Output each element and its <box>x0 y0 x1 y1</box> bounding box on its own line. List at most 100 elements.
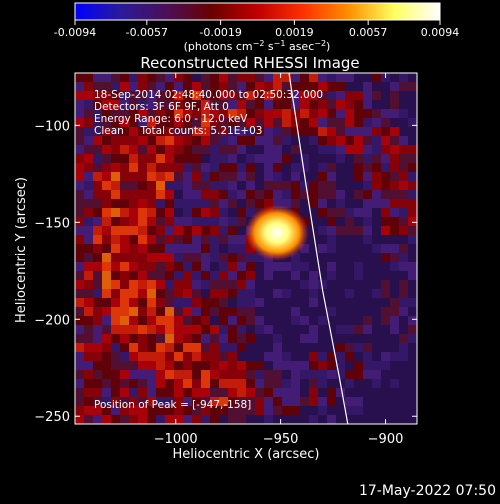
heatmap-cell <box>147 388 156 397</box>
heatmap-cell <box>264 343 273 352</box>
heatmap-cell <box>282 109 291 118</box>
heatmap-cell <box>183 262 192 271</box>
heatmap-cell <box>201 82 210 91</box>
heatmap-cell <box>237 109 246 118</box>
heatmap-cell <box>372 352 381 361</box>
heatmap-cell <box>165 235 174 244</box>
heatmap-cell <box>165 199 174 208</box>
heatmap-cell <box>372 298 381 307</box>
heatmap-cell <box>156 181 165 190</box>
heatmap-cell <box>84 109 93 118</box>
heatmap-cell <box>75 118 84 127</box>
heatmap-cell <box>399 82 408 91</box>
heatmap-cell <box>381 100 390 109</box>
heatmap-cell <box>300 388 309 397</box>
heatmap-cell <box>165 208 174 217</box>
heatmap-cell <box>318 82 327 91</box>
heatmap-cell <box>228 379 237 388</box>
heatmap-cell <box>291 289 300 298</box>
heatmap-cell <box>156 415 165 424</box>
heatmap-cell <box>264 316 273 325</box>
heatmap-cell <box>228 91 237 100</box>
heatmap-cell <box>201 118 210 127</box>
heatmap-cell <box>273 100 282 109</box>
heatmap-cell <box>174 298 183 307</box>
heatmap-cell <box>174 325 183 334</box>
heatmap-cell <box>354 325 363 334</box>
heatmap-cell <box>255 307 264 316</box>
heatmap-cell <box>102 298 111 307</box>
heatmap-cell <box>192 109 201 118</box>
heatmap-cell <box>147 244 156 253</box>
heatmap-cell <box>255 415 264 424</box>
heatmap-cell <box>408 145 417 154</box>
heatmap-cell <box>354 415 363 424</box>
heatmap-cell <box>327 406 336 415</box>
heatmap-cell <box>318 190 327 199</box>
heatmap-cell <box>363 145 372 154</box>
heatmap-cell <box>228 280 237 289</box>
heatmap-cell <box>246 73 255 82</box>
x-axis-ticks: −1000 −950 −900 <box>154 73 403 447</box>
heatmap-cell <box>129 127 138 136</box>
heatmap-cell <box>273 109 282 118</box>
heatmap-cell <box>246 253 255 262</box>
heatmap-cell <box>183 136 192 145</box>
heatmap-cell <box>174 253 183 262</box>
heatmap-cell <box>255 370 264 379</box>
heatmap-cell <box>210 352 219 361</box>
heatmap-cell <box>147 100 156 109</box>
heatmap-cell <box>273 343 282 352</box>
heatmap-cell <box>138 397 147 406</box>
heatmap-cell <box>165 244 174 253</box>
heatmap-cell <box>120 253 129 262</box>
heatmap-cell <box>372 199 381 208</box>
heatmap-cell <box>300 109 309 118</box>
heatmap-cell <box>102 388 111 397</box>
heatmap-cell <box>228 415 237 424</box>
solar-limb-line <box>288 73 349 424</box>
heatmap-cell <box>174 343 183 352</box>
heatmap-cell <box>138 208 147 217</box>
heatmap-cell <box>192 181 201 190</box>
heatmap-cell <box>246 172 255 181</box>
heatmap-cell <box>201 415 210 424</box>
heatmap-cell <box>246 406 255 415</box>
heatmap-cell <box>210 415 219 424</box>
heatmap-cell <box>93 415 102 424</box>
heatmap-cell <box>129 289 138 298</box>
heatmap-cell <box>183 244 192 253</box>
heatmap-cell <box>201 91 210 100</box>
heatmap-cell <box>282 172 291 181</box>
heatmap-cell <box>129 163 138 172</box>
heatmap-cell <box>183 82 192 91</box>
heatmap-cell <box>291 118 300 127</box>
heatmap-cell <box>192 91 201 100</box>
heatmap-cell <box>399 253 408 262</box>
heatmap-cell <box>318 379 327 388</box>
heatmap-cell <box>300 244 309 253</box>
heatmap-cell <box>336 109 345 118</box>
heatmap-cell <box>174 109 183 118</box>
heatmap-cell <box>84 118 93 127</box>
heatmap-cell <box>93 181 102 190</box>
heatmap-cell <box>372 262 381 271</box>
heatmap-cell <box>381 271 390 280</box>
heatmap-cell <box>300 397 309 406</box>
heatmap-cell <box>264 415 273 424</box>
heatmap-cell <box>282 325 291 334</box>
heatmap-cell <box>165 397 174 406</box>
heatmap-cell <box>273 325 282 334</box>
heatmap-cell <box>381 298 390 307</box>
heatmap-cell <box>165 118 174 127</box>
heatmap-cell <box>264 154 273 163</box>
heatmap-cell <box>381 154 390 163</box>
heatmap-cell <box>408 406 417 415</box>
heatmap-cell <box>174 280 183 289</box>
heatmap-cell <box>192 280 201 289</box>
heatmap-cell <box>219 361 228 370</box>
heatmap-cell <box>255 289 264 298</box>
heatmap-cell <box>255 361 264 370</box>
heatmap-cell <box>327 127 336 136</box>
heatmap-cell <box>327 109 336 118</box>
